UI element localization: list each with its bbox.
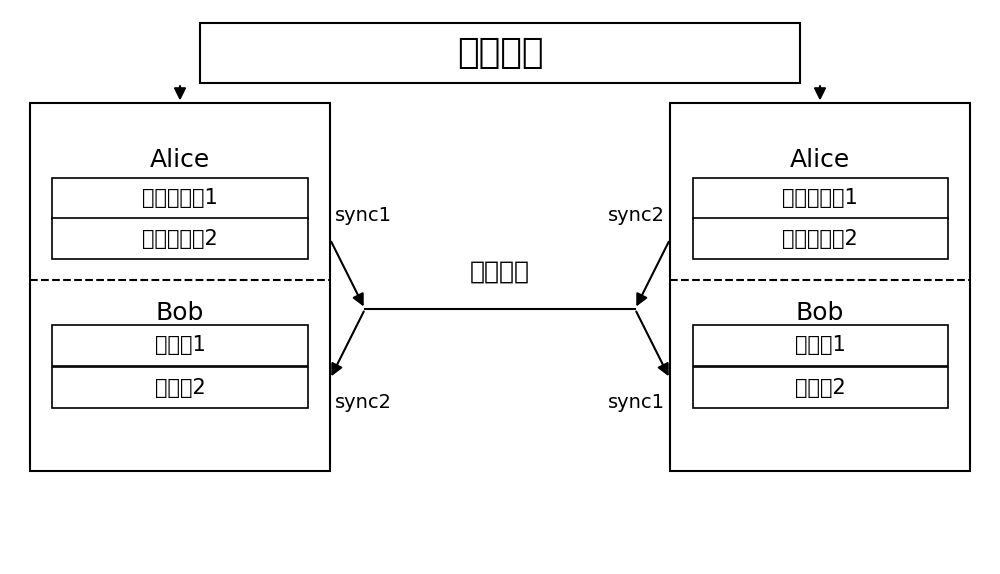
Bar bbox=[692, 218, 948, 259]
Text: 同步激光器2: 同步激光器2 bbox=[142, 229, 218, 249]
Bar bbox=[52, 218, 308, 259]
Text: 同步激光器1: 同步激光器1 bbox=[142, 188, 218, 208]
Text: sync2: sync2 bbox=[335, 393, 392, 412]
Bar bbox=[52, 178, 308, 219]
Text: Bob: Bob bbox=[156, 301, 204, 325]
Text: 甄别器2: 甄别器2 bbox=[155, 378, 205, 398]
Text: 同步激光器2: 同步激光器2 bbox=[782, 229, 858, 249]
Bar bbox=[692, 178, 948, 219]
Text: sync1: sync1 bbox=[335, 206, 392, 225]
Text: Bob: Bob bbox=[796, 301, 844, 325]
Text: 甄别器2: 甄别器2 bbox=[795, 378, 845, 398]
Text: sync2: sync2 bbox=[608, 206, 665, 225]
Bar bbox=[670, 103, 970, 471]
Bar bbox=[52, 325, 308, 366]
Bar bbox=[30, 103, 330, 471]
Bar bbox=[200, 23, 800, 83]
Bar bbox=[692, 325, 948, 366]
Text: Alice: Alice bbox=[790, 148, 850, 172]
Text: 甄别器1: 甄别器1 bbox=[155, 335, 205, 355]
Text: 同步激光器1: 同步激光器1 bbox=[782, 188, 858, 208]
Text: 光纤链路: 光纤链路 bbox=[470, 259, 530, 284]
Text: Alice: Alice bbox=[150, 148, 210, 172]
Text: 控制模块: 控制模块 bbox=[457, 36, 543, 70]
Text: sync1: sync1 bbox=[608, 393, 665, 412]
Bar bbox=[52, 367, 308, 408]
Text: 甄别器1: 甄别器1 bbox=[795, 335, 845, 355]
Bar bbox=[692, 367, 948, 408]
